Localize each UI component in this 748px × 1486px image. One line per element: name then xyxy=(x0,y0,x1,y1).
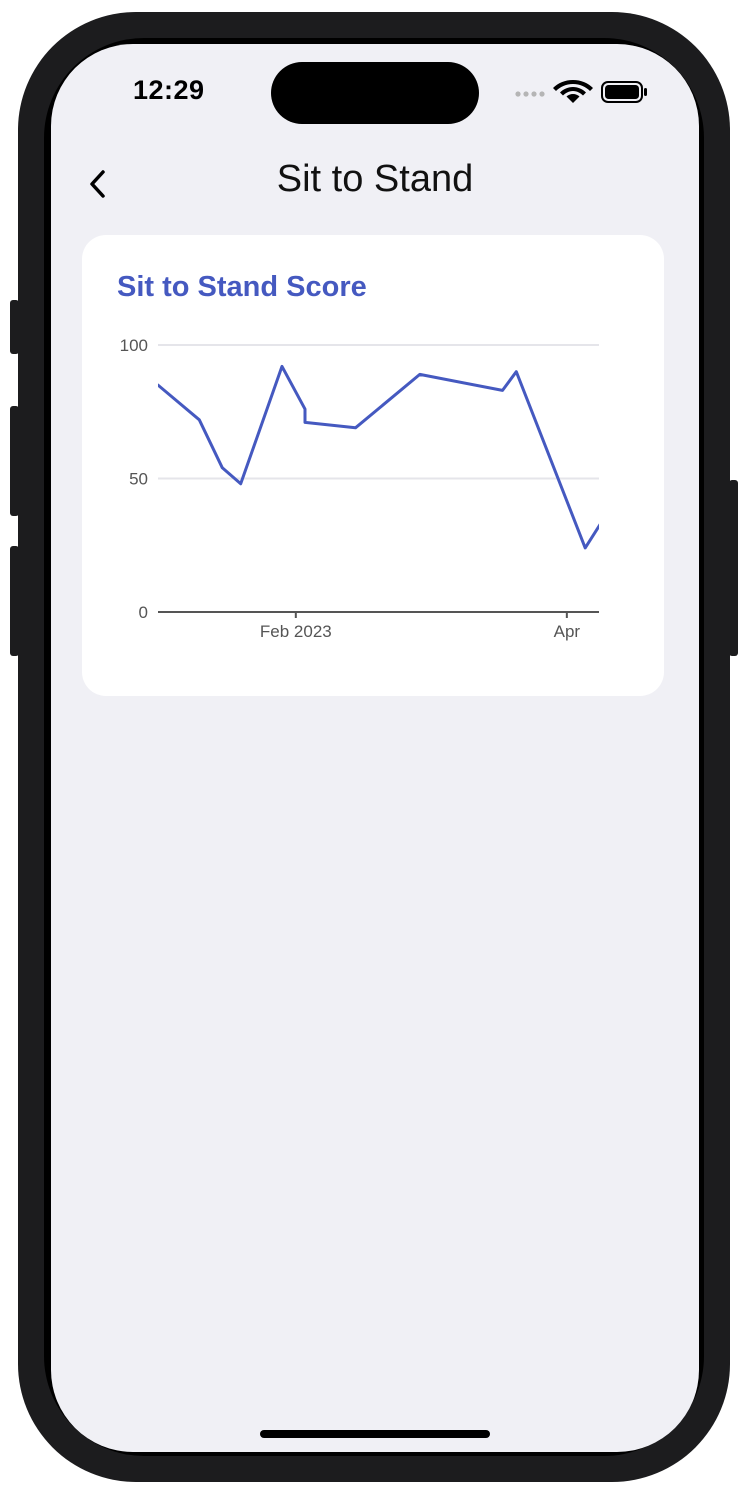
y-tick-label-0: 0 xyxy=(139,603,148,622)
volume-up-button xyxy=(10,406,19,516)
card-title: Sit to Stand Score xyxy=(117,271,367,303)
series-line-0 xyxy=(158,364,599,550)
score-card: Sit to Stand Score 0 50 100 Feb 2023 Apr xyxy=(82,235,664,696)
back-button[interactable] xyxy=(77,162,121,206)
power-button xyxy=(729,480,738,656)
battery-icon xyxy=(601,81,647,103)
y-tick-label-50: 50 xyxy=(129,470,148,489)
y-tick-label-100: 100 xyxy=(120,336,148,355)
chevron-left-icon xyxy=(90,170,105,198)
page-title: Sit to Stand xyxy=(276,158,474,200)
x-tick-label-0: Feb 2023 xyxy=(260,622,332,641)
x-tick-label-1: Apr xyxy=(554,622,581,641)
status-time: 12:29 xyxy=(133,75,205,105)
score-line-chart: 0 50 100 Feb 2023 Apr xyxy=(120,336,599,641)
volume-down-button xyxy=(10,546,19,656)
status-icons xyxy=(515,80,647,103)
wifi-icon xyxy=(553,80,593,103)
action-button xyxy=(10,300,19,354)
dynamic-island xyxy=(271,62,479,124)
screen: 12:29 Sit to Stand Sit to Stand Score 0 5… xyxy=(51,44,699,1452)
cellular-signal-icon xyxy=(515,91,545,97)
home-indicator xyxy=(260,1430,490,1438)
